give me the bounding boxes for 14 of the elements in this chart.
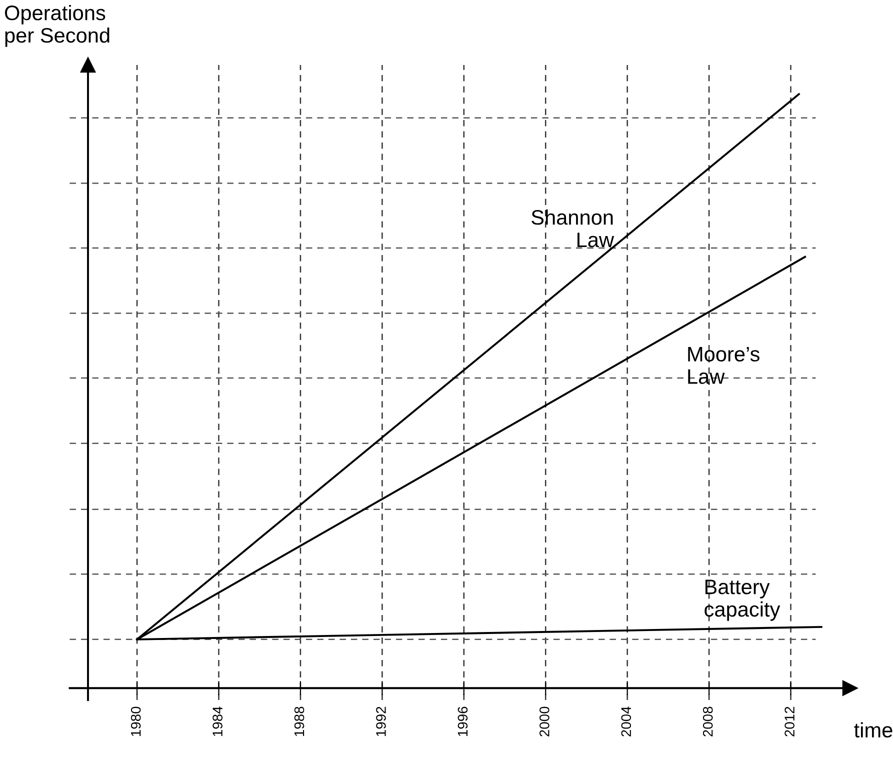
x-tick-label: 1996 xyxy=(458,706,468,736)
x-tick-label: 1980 xyxy=(130,706,141,736)
x-tick-label: 1984 xyxy=(212,706,222,736)
x-tick-label: 2008 xyxy=(702,706,713,736)
series-label: Moore’s Law xyxy=(688,346,760,384)
y-axis-title: Operations per Second xyxy=(4,5,110,47)
x-tick-label: 2000 xyxy=(540,706,550,736)
x-tick-label: 1992 xyxy=(376,706,386,736)
x-tick-label: 2004 xyxy=(621,706,632,736)
x-tick-label: 2012 xyxy=(784,706,794,736)
x-tick-label: 1988 xyxy=(294,706,304,736)
x-axis-title: time xyxy=(854,722,892,738)
series-label: Battery capacity xyxy=(704,580,780,621)
series-label: Shannon Law xyxy=(532,210,614,248)
